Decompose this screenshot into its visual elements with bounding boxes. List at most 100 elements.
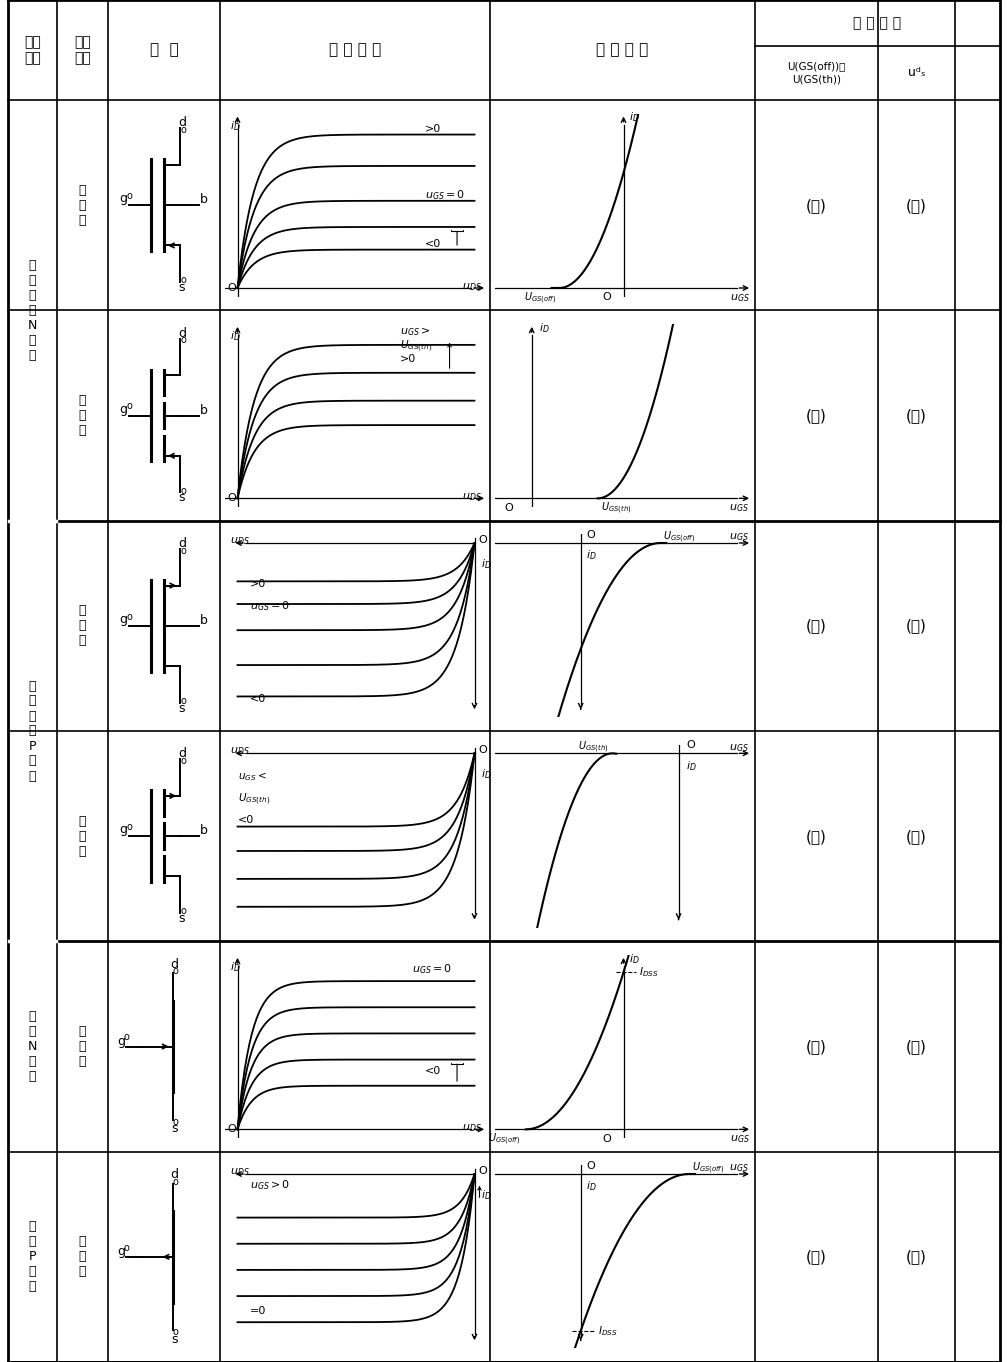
Text: (＋): (＋) [906, 409, 927, 424]
Text: >0: >0 [424, 124, 440, 133]
Text: d: d [177, 537, 185, 550]
Text: O: O [228, 283, 237, 293]
Text: s: s [171, 1122, 177, 1136]
Text: $U_{GS(off)}$: $U_{GS(off)}$ [488, 1132, 521, 1147]
Text: 电 压 极 性: 电 压 极 性 [854, 16, 901, 30]
Text: $i_D$: $i_D$ [481, 1188, 492, 1201]
Text: $U_{GS(off)}$: $U_{GS(off)}$ [663, 530, 696, 545]
Text: $U_{GS(th)}$: $U_{GS(th)}$ [238, 793, 270, 808]
Text: o: o [180, 756, 186, 765]
Text: o: o [180, 335, 186, 346]
Text: o: o [127, 191, 132, 202]
Text: o: o [180, 275, 186, 285]
Text: $u_{GS}>0$: $u_{GS}>0$ [250, 1178, 290, 1192]
Text: d: d [177, 327, 185, 339]
Text: 耗
尽
型: 耗 尽 型 [79, 184, 87, 226]
Text: d: d [177, 748, 185, 760]
Text: $u_{GS}=0$: $u_{GS}=0$ [250, 599, 290, 613]
Text: $i_D$: $i_D$ [230, 330, 241, 343]
Text: (＋): (＋) [806, 409, 827, 424]
Text: b: b [200, 824, 208, 838]
Text: o: o [173, 967, 178, 977]
Text: $I_{DSS}$: $I_{DSS}$ [598, 1324, 618, 1337]
Text: $u_{GS}$: $u_{GS}$ [730, 1133, 749, 1145]
Text: <0: <0 [238, 814, 254, 825]
Text: $u_{DS}$: $u_{DS}$ [230, 535, 250, 548]
Text: g: g [119, 613, 127, 627]
Text: $u_{GS}=0$: $u_{GS}=0$ [424, 188, 465, 202]
Text: (－): (－) [806, 197, 827, 212]
Text: 耗
尽
型: 耗 尽 型 [79, 1026, 87, 1068]
Text: $U_{GS(th)}$: $U_{GS(th)}$ [399, 338, 432, 354]
Text: 结构
类型: 结构 类型 [24, 35, 41, 65]
Text: O: O [602, 293, 611, 302]
Text: $i_D$: $i_D$ [539, 321, 549, 335]
Text: b: b [200, 193, 208, 206]
Text: <0: <0 [424, 238, 440, 249]
Text: O: O [478, 1166, 487, 1175]
Text: <0: <0 [424, 1065, 440, 1076]
Text: 转 移 特 性: 转 移 特 性 [597, 42, 648, 57]
Text: 工作
方式: 工作 方式 [75, 35, 91, 65]
Text: $u_{GS}$: $u_{GS}$ [730, 293, 749, 304]
Text: o: o [180, 486, 186, 496]
Text: g: g [117, 1035, 125, 1047]
Text: 耗
尽
型: 耗 尽 型 [79, 605, 87, 647]
Text: >0: >0 [250, 579, 266, 588]
Text: $U_{GS(off)}$: $U_{GS(off)}$ [692, 1160, 725, 1175]
Text: (－): (－) [906, 1249, 927, 1264]
Text: s: s [178, 492, 185, 504]
Text: g: g [119, 823, 127, 836]
Text: $i_D$: $i_D$ [230, 118, 241, 132]
Text: $u_{DS}$: $u_{DS}$ [230, 1166, 250, 1178]
Text: (－): (－) [906, 828, 927, 843]
Text: O: O [587, 530, 595, 539]
Text: 增
强
型: 增 强 型 [79, 814, 87, 858]
Text: d: d [177, 116, 185, 129]
Text: (－): (－) [906, 618, 927, 633]
Text: (－): (－) [806, 828, 827, 843]
Text: $i_D$: $i_D$ [629, 110, 639, 124]
Text: (＋): (＋) [806, 1249, 827, 1264]
Text: $u_{GS}$: $u_{GS}$ [730, 1163, 749, 1174]
Text: =0: =0 [250, 1306, 266, 1316]
Text: $i_D$: $i_D$ [685, 759, 697, 772]
Text: $u_{DS}$: $u_{DS}$ [230, 745, 250, 757]
Text: o: o [127, 612, 132, 621]
Text: 绝
缘
栅
型
N
沟
道: 绝 缘 栅 型 N 沟 道 [28, 259, 37, 362]
Text: >0: >0 [399, 354, 416, 364]
Text: <0: <0 [250, 693, 266, 704]
Text: s: s [178, 701, 185, 715]
Text: 输 出 特 性: 输 出 特 性 [329, 42, 381, 57]
Text: O: O [478, 535, 487, 545]
Text: $u_{GS}$: $u_{GS}$ [729, 503, 748, 515]
Text: $u_{GS}>$: $u_{GS}>$ [399, 326, 430, 338]
Text: o: o [127, 823, 132, 832]
Text: uᵈₛ: uᵈₛ [908, 67, 925, 79]
Text: o: o [180, 546, 186, 556]
Text: 绝
缘
栅
型
P
沟
道: 绝 缘 栅 型 P 沟 道 [29, 680, 36, 783]
Text: 结
型
N
沟
道: 结 型 N 沟 道 [28, 1011, 37, 1083]
Text: O: O [602, 1133, 611, 1144]
Text: d: d [170, 1169, 178, 1181]
Text: o: o [180, 125, 186, 135]
Text: o: o [173, 1117, 178, 1126]
Text: o: o [180, 696, 186, 706]
Text: $U_{GS(th)}$: $U_{GS(th)}$ [602, 500, 632, 516]
Text: $U_{GS(off)}$: $U_{GS(off)}$ [524, 290, 556, 305]
Text: $u_{DS}$: $u_{DS}$ [463, 1122, 482, 1135]
Text: O: O [228, 1125, 237, 1135]
Text: $i_D$: $i_D$ [629, 952, 639, 966]
Text: $u_{GS}=0$: $u_{GS}=0$ [412, 963, 453, 977]
Text: g: g [119, 192, 127, 206]
Text: o: o [173, 1177, 178, 1186]
Text: $u_{GS}<$: $u_{GS}<$ [238, 771, 266, 783]
Text: $i_D$: $i_D$ [587, 549, 597, 563]
Text: O: O [228, 493, 237, 504]
Text: o: o [123, 1242, 129, 1253]
Text: 符  号: 符 号 [149, 42, 178, 57]
Text: o: o [180, 906, 186, 917]
Text: $i_D$: $i_D$ [587, 1179, 597, 1193]
Text: $I_{DSS}$: $I_{DSS}$ [639, 966, 658, 979]
Text: b: b [200, 614, 208, 627]
